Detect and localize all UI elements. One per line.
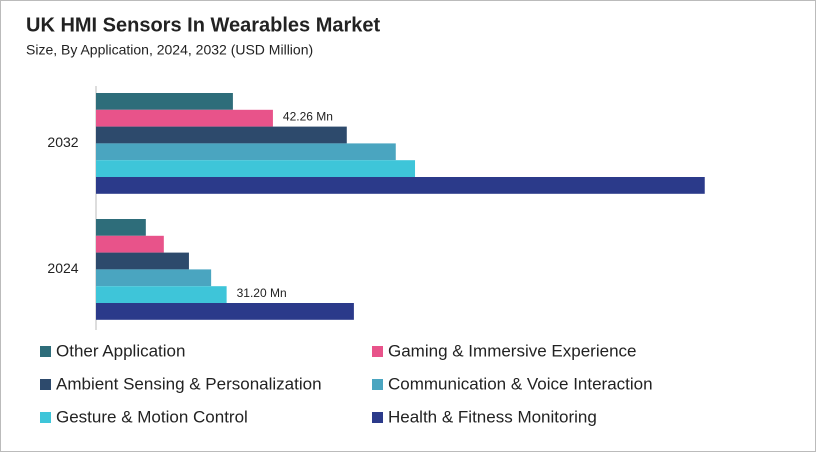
legend-swatch [372, 346, 383, 357]
legend-swatch [372, 412, 383, 423]
legend-swatch [372, 379, 383, 390]
bar [96, 269, 212, 287]
legend-label: Other Application [56, 341, 185, 360]
bar [96, 93, 233, 110]
value-label: 42.26 Mn [283, 109, 333, 123]
legend-label: Communication & Voice Interaction [388, 374, 653, 393]
bar [96, 126, 347, 144]
legend-label: Gaming & Immersive Experience [388, 341, 636, 360]
legend-swatch [40, 379, 51, 390]
value-label: 31.20 Mn [237, 286, 287, 300]
chart-title: UK HMI Sensors In Wearables Market [26, 14, 381, 36]
bar [96, 143, 396, 161]
y-tick-label: 2032 [47, 134, 78, 150]
y-tick-label: 2024 [47, 260, 78, 276]
bar [96, 286, 227, 303]
legend-swatch [40, 412, 51, 423]
bar [96, 252, 189, 270]
legend-swatch [40, 346, 51, 357]
legend-label: Ambient Sensing & Personalization [56, 374, 322, 393]
chart-subtitle: Size, By Application, 2024, 2032 (USD Mi… [26, 42, 313, 58]
bar [96, 160, 416, 177]
bar [96, 303, 354, 320]
legend-label: Gesture & Motion Control [56, 407, 248, 426]
bar [96, 109, 273, 127]
legend-label: Health & Fitness Monitoring [388, 407, 597, 426]
bar [96, 219, 146, 236]
bar [96, 235, 164, 253]
bar [96, 177, 705, 194]
